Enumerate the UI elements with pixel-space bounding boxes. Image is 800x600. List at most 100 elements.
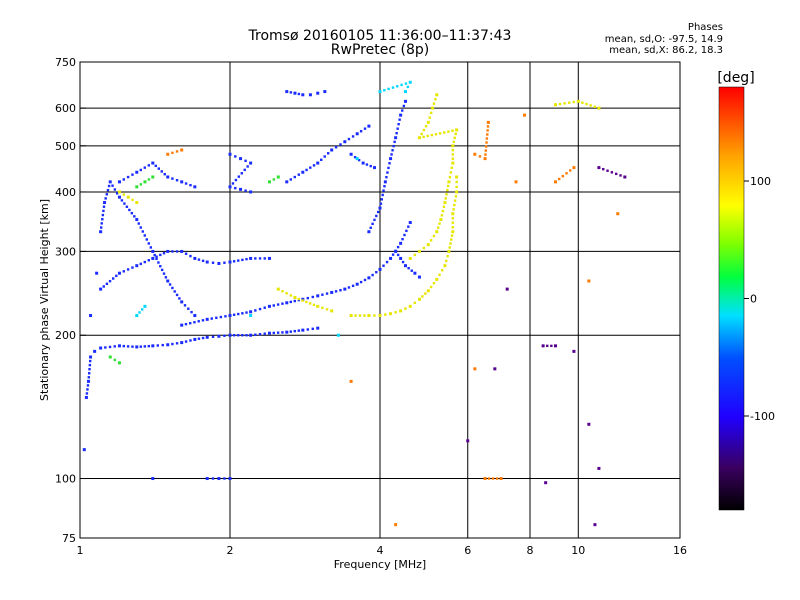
data-point (289, 300, 292, 304)
data-point (237, 259, 240, 262)
x-tick-label: 8 (527, 544, 534, 557)
data-point (168, 283, 172, 286)
data-point (363, 278, 367, 282)
data-point (88, 363, 92, 367)
data-point (211, 261, 215, 264)
data-point (99, 287, 103, 291)
data-point (485, 141, 488, 144)
data-point (205, 317, 209, 321)
data-point (408, 304, 412, 308)
data-point (486, 133, 489, 136)
data-point (276, 303, 280, 306)
data-point (126, 175, 130, 179)
data-point (237, 175, 241, 178)
chart-subtitle: RwPretec (8p) (331, 42, 429, 58)
data-point (391, 253, 395, 256)
colorbar-ticks: 100 0 -100 (744, 175, 775, 423)
data-point (171, 250, 174, 253)
data-point (407, 225, 410, 228)
data-point (382, 189, 385, 192)
data-point (484, 153, 487, 156)
data-point (597, 166, 601, 170)
data-point (293, 175, 296, 179)
data-point (147, 259, 151, 262)
data-point (436, 226, 440, 229)
data-point (434, 98, 437, 101)
data-point (447, 249, 451, 253)
data-point (572, 349, 576, 353)
data-point (359, 280, 363, 284)
data-point (285, 292, 288, 295)
data-point (426, 120, 430, 124)
data-point (623, 175, 627, 179)
data-point (572, 166, 576, 170)
data-point (424, 125, 428, 128)
data-point (383, 89, 386, 92)
data-point (443, 264, 447, 268)
data-point (171, 151, 174, 155)
data-point (285, 90, 289, 94)
data-point (160, 170, 163, 173)
data-point (232, 313, 236, 316)
data-point (432, 234, 436, 238)
data-point (357, 158, 361, 162)
data-point (330, 309, 334, 313)
data-point (361, 161, 365, 165)
data-point (143, 180, 147, 184)
data-point (166, 152, 170, 156)
data-point (440, 214, 444, 217)
data-point (576, 99, 580, 103)
data-point (258, 307, 262, 311)
data-point (301, 170, 305, 174)
data-point (131, 345, 134, 348)
data-point (491, 477, 495, 480)
data-point (400, 83, 403, 87)
data-point (115, 274, 118, 278)
data-point (210, 317, 213, 320)
data-point (334, 146, 338, 149)
data-point (89, 355, 93, 359)
data-point (396, 245, 400, 249)
data-point (155, 257, 158, 261)
data-point (384, 313, 387, 316)
data-point (135, 345, 139, 349)
data-point (258, 333, 262, 336)
data-point (117, 180, 121, 184)
data-point (553, 180, 557, 184)
data-point (483, 157, 487, 161)
data-point (131, 173, 134, 176)
data-point (367, 276, 371, 280)
data-point (380, 198, 383, 201)
data-point (161, 343, 164, 347)
data-point (143, 234, 146, 237)
data-point (355, 282, 359, 286)
data-point (375, 271, 378, 274)
data-point (205, 335, 209, 339)
data-point (197, 320, 200, 323)
data-point (147, 344, 151, 348)
data-point (180, 249, 184, 253)
data-point (408, 221, 412, 225)
data-point (219, 315, 223, 319)
data-point (104, 346, 107, 349)
data-point (401, 109, 404, 112)
data-point (417, 136, 421, 140)
data-point (93, 349, 97, 353)
data-point (193, 321, 196, 324)
data-point (438, 222, 441, 225)
data-point (373, 314, 376, 317)
data-point (553, 103, 557, 107)
data-point (180, 148, 184, 152)
data-point (178, 297, 181, 300)
data-point (403, 264, 407, 268)
data-point (163, 173, 166, 176)
data-point (297, 329, 301, 332)
data-point (367, 230, 371, 234)
data-point (351, 284, 355, 288)
data-point (281, 302, 284, 305)
data-point (391, 149, 394, 152)
data-point (363, 314, 366, 317)
data-point (205, 477, 209, 481)
data-point (297, 297, 300, 301)
data-point (378, 267, 382, 271)
